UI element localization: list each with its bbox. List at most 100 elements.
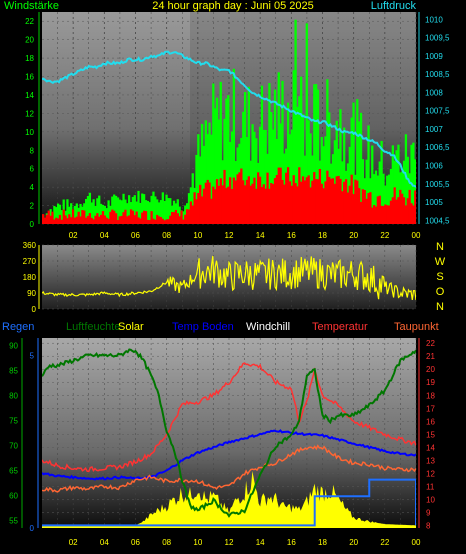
wind-gust-bar xyxy=(195,199,198,224)
wind-gust-bar xyxy=(56,218,60,224)
wind-avg-bar xyxy=(204,120,207,224)
wind-avg-bar xyxy=(298,96,301,224)
wind-gust-bar xyxy=(305,177,308,224)
wind-gust-bar xyxy=(272,184,275,224)
wind-avg-bar xyxy=(191,173,194,224)
wind-gust-bar xyxy=(393,187,396,224)
wind-avg-bar xyxy=(309,133,312,224)
temperature-tick-label: 19 xyxy=(426,378,435,387)
wind-gust-bar xyxy=(361,189,365,224)
wind-gust-bar xyxy=(187,209,191,224)
direction-tick-label: 180 xyxy=(23,273,37,282)
wind-x-tick-label: 00 xyxy=(412,231,421,240)
legend-item: Temp Boden xyxy=(172,321,234,333)
wind-gust-bar xyxy=(258,176,262,224)
wind-avg-bar xyxy=(292,70,295,224)
wind-gust-bar xyxy=(328,176,331,224)
wind-tick-label: 0 xyxy=(30,220,35,229)
wind-gust-bar xyxy=(53,219,56,224)
wind-tick-label: 6 xyxy=(30,165,35,174)
wind-avg-bar xyxy=(157,202,161,224)
wind-avg-bar xyxy=(268,83,271,224)
wind-gust-bar xyxy=(152,218,155,224)
wind-gust-bar xyxy=(150,211,153,224)
wind-avg-bar xyxy=(70,203,73,224)
compass-label: S xyxy=(436,271,443,283)
wind-avg-bar xyxy=(232,68,236,224)
wind-tick-label: 12 xyxy=(25,109,34,118)
sensor-x-tick-label: 10 xyxy=(193,538,202,547)
legend-item: Luftfeuchte xyxy=(66,321,120,333)
wind-gust-bar xyxy=(210,198,213,224)
wind-avg-bar xyxy=(167,198,170,224)
wind-gust-bar xyxy=(296,186,299,224)
wind-gust-bar xyxy=(285,172,288,224)
wind-x-tick-label: 12 xyxy=(225,231,234,240)
temperature-tick-label: 21 xyxy=(426,352,435,361)
wind-gust-bar xyxy=(242,180,245,224)
wind-avg-bar xyxy=(371,145,374,224)
wind-gust-bar xyxy=(290,185,293,224)
wind-gust-bar xyxy=(163,220,166,224)
humidity-tick-label: 60 xyxy=(9,492,18,501)
wind-avg-bar xyxy=(126,203,129,224)
wind-avg-bar xyxy=(163,200,166,224)
wind-avg-bar xyxy=(339,109,342,224)
wind-gust-bar xyxy=(60,219,63,224)
wind-gust-bar xyxy=(178,216,181,224)
wind-gust-bar xyxy=(397,197,400,224)
wind-gust-bar xyxy=(384,204,387,224)
wind-avg-bar xyxy=(290,129,293,224)
wind-gust-bar xyxy=(68,214,71,224)
wind-gust-bar xyxy=(363,190,366,224)
wind-x-tick-label: 10 xyxy=(193,231,202,240)
temperature-tick-label: 9 xyxy=(426,508,431,517)
wind-gust-bar xyxy=(270,183,273,224)
wind-avg-bar xyxy=(350,117,353,224)
wind-gust-bar xyxy=(96,213,99,224)
wind-gust-bar xyxy=(184,214,187,224)
wind-gust-bar xyxy=(199,184,202,224)
wind-gust-bar xyxy=(62,209,65,224)
wind-avg-bar xyxy=(397,144,400,224)
wind-gust-bar xyxy=(185,209,189,224)
humidity-tick-label: 65 xyxy=(9,467,18,476)
wind-gust-bar xyxy=(408,189,411,224)
wind-tick-label: 8 xyxy=(30,146,35,155)
temperature-tick-label: 17 xyxy=(426,404,435,413)
temperature-tick-label: 15 xyxy=(426,430,435,439)
wind-avg-bar xyxy=(395,150,398,224)
wind-gust-bar xyxy=(165,219,168,224)
wind-gust-bar xyxy=(245,179,249,224)
wind-avg-bar xyxy=(382,173,385,224)
legend-item: Regen xyxy=(2,321,34,333)
wind-gust-bar xyxy=(64,215,67,224)
wind-avg-bar xyxy=(219,81,222,224)
solar-area xyxy=(42,471,416,528)
pressure-right-ticks: 1004,5 1005 1005,5 1006 1006,5 1007 1007,5 1008… xyxy=(425,15,450,225)
temperature-tick-label: 16 xyxy=(426,417,435,426)
wind-avg-bar xyxy=(406,156,409,224)
wind-gust-bar xyxy=(109,211,112,224)
wind-gust-bar xyxy=(382,205,385,224)
temperature-tick-label: 18 xyxy=(426,391,435,400)
temperature-tick-label: 11 xyxy=(426,482,435,491)
wind-gust-bar xyxy=(137,217,140,224)
wind-avg-bar xyxy=(128,195,131,224)
pressure-tick-label: 1007,5 xyxy=(425,107,450,116)
wind-avg-bar xyxy=(154,196,157,224)
pressure-tick-label: 1009,5 xyxy=(425,34,450,43)
wind-gust-bar xyxy=(301,176,305,224)
wind-avg-bar xyxy=(300,76,303,224)
rain-tick-label: 0 xyxy=(30,524,35,533)
wind-avg-bar xyxy=(86,196,90,224)
wind-gust-bar xyxy=(144,211,148,224)
wind-avg-bar xyxy=(380,140,383,224)
wind-gust-bar xyxy=(333,183,336,224)
wind-gust-bar xyxy=(343,181,346,224)
wind-gust-bar xyxy=(307,175,310,224)
wind-avg-bar xyxy=(322,146,325,224)
pressure-tick-label: 1010 xyxy=(425,15,443,24)
wind-gust-bar xyxy=(249,185,252,224)
wind-gust-bar xyxy=(204,182,207,224)
